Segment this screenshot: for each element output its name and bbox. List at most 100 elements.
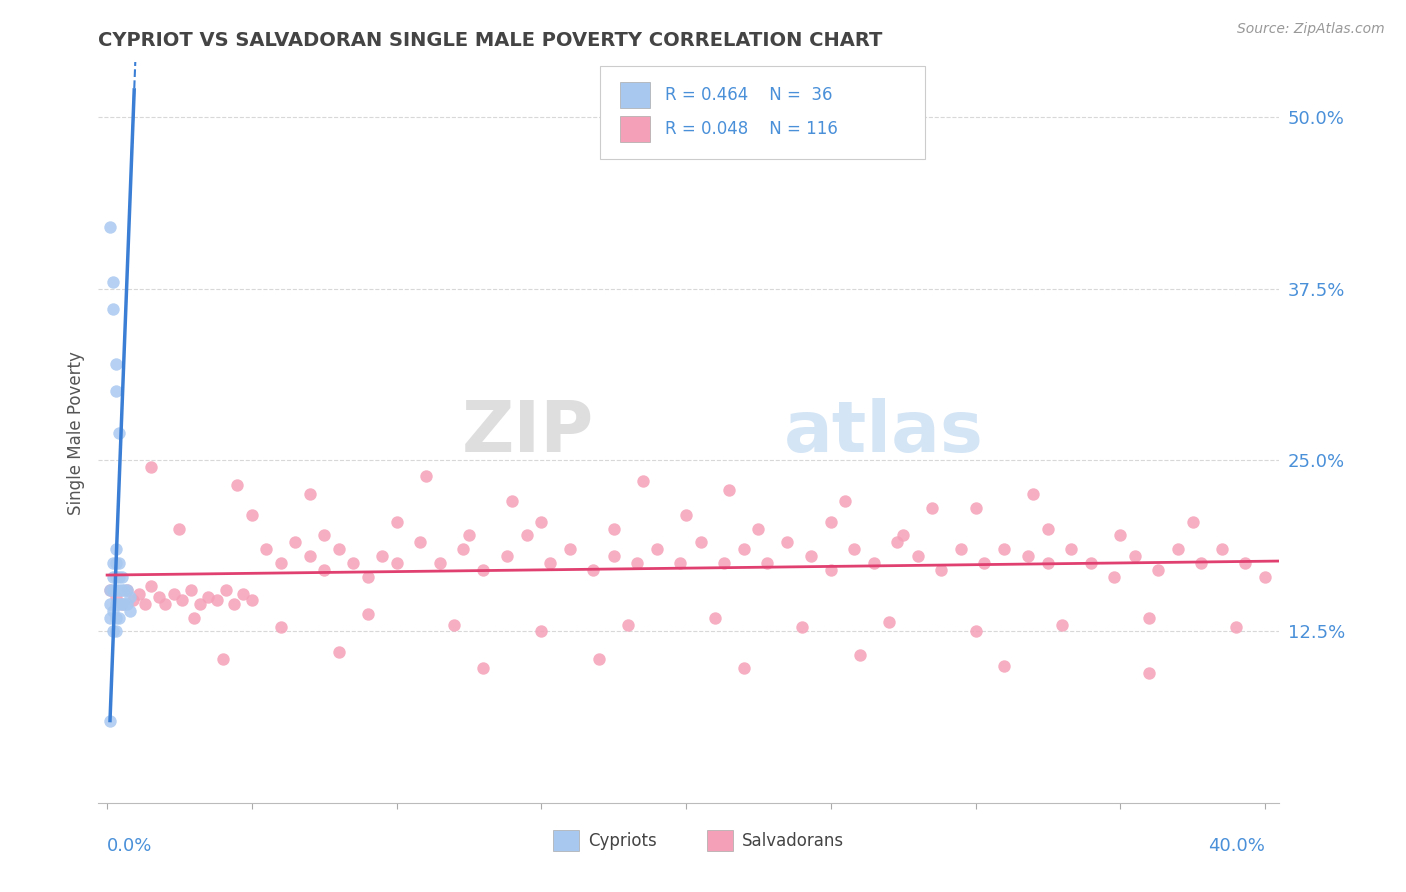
Point <box>848 648 870 662</box>
Point <box>224 597 246 611</box>
Point <box>626 556 648 570</box>
Text: ZIP: ZIP <box>463 398 595 467</box>
Point <box>101 569 124 583</box>
Text: 0.0%: 0.0% <box>107 837 152 855</box>
Point <box>101 275 124 289</box>
Point <box>495 549 517 563</box>
Point <box>631 474 654 488</box>
Point <box>588 652 610 666</box>
Point <box>342 556 364 570</box>
Point <box>385 556 408 570</box>
Point <box>183 610 205 624</box>
Point <box>863 556 886 570</box>
FancyBboxPatch shape <box>707 830 733 851</box>
Point <box>328 542 350 557</box>
Point <box>472 563 495 577</box>
Point <box>820 563 842 577</box>
Point <box>101 302 124 317</box>
Text: Cypriots: Cypriots <box>589 831 657 849</box>
Point <box>284 535 307 549</box>
Point <box>101 556 124 570</box>
Point <box>104 384 127 399</box>
Point <box>104 357 127 371</box>
Point <box>314 563 336 577</box>
Point <box>356 607 378 621</box>
Point <box>314 528 336 542</box>
Point <box>1036 522 1059 536</box>
Point <box>993 542 1015 557</box>
Point <box>371 549 394 563</box>
Point <box>114 597 136 611</box>
Point <box>128 587 150 601</box>
Point <box>1022 487 1045 501</box>
Point <box>530 624 553 639</box>
Point <box>921 501 943 516</box>
Point <box>98 597 121 611</box>
Point <box>110 583 132 598</box>
FancyBboxPatch shape <box>553 830 579 851</box>
Point <box>107 425 129 440</box>
Point <box>1017 549 1039 563</box>
Point <box>169 522 191 536</box>
Point <box>713 556 735 570</box>
Point <box>733 542 755 557</box>
Point <box>1254 569 1277 583</box>
Point <box>965 624 987 639</box>
Point <box>163 587 186 601</box>
Point <box>107 610 129 624</box>
Point <box>790 620 813 634</box>
Point <box>1137 610 1160 624</box>
Point <box>212 652 235 666</box>
Point <box>1104 569 1126 583</box>
Point <box>834 494 856 508</box>
Point <box>110 569 132 583</box>
FancyBboxPatch shape <box>620 82 650 108</box>
Point <box>114 583 136 598</box>
Point <box>385 515 408 529</box>
Point <box>1189 556 1212 570</box>
Point <box>254 542 277 557</box>
Point <box>110 597 132 611</box>
Point <box>429 556 451 570</box>
Text: Source: ZipAtlas.com: Source: ZipAtlas.com <box>1237 22 1385 37</box>
Point <box>104 597 127 611</box>
Point <box>101 604 124 618</box>
Point <box>172 593 194 607</box>
Point <box>120 590 142 604</box>
Point <box>104 583 127 598</box>
Point <box>104 610 127 624</box>
Point <box>104 569 127 583</box>
Point <box>1181 515 1204 529</box>
Text: Salvadorans: Salvadorans <box>742 831 844 849</box>
Point <box>240 593 263 607</box>
Point <box>298 549 321 563</box>
Point <box>107 583 129 598</box>
Point <box>1080 556 1102 570</box>
Point <box>747 522 769 536</box>
FancyBboxPatch shape <box>620 116 650 142</box>
Point <box>205 593 228 607</box>
Point <box>232 587 254 601</box>
Point <box>472 661 495 675</box>
Point <box>1060 542 1083 557</box>
Point <box>602 522 624 536</box>
Point <box>1123 549 1146 563</box>
Point <box>1052 617 1074 632</box>
Text: CYPRIOT VS SALVADORAN SINGLE MALE POVERTY CORRELATION CHART: CYPRIOT VS SALVADORAN SINGLE MALE POVERT… <box>98 30 883 50</box>
Text: 40.0%: 40.0% <box>1208 837 1265 855</box>
Point <box>516 528 538 542</box>
Point <box>756 556 779 570</box>
Point <box>180 583 202 598</box>
Point <box>1137 665 1160 680</box>
Point <box>993 658 1015 673</box>
Point <box>153 597 176 611</box>
Point <box>139 459 162 474</box>
Point <box>669 556 692 570</box>
Point <box>582 563 605 577</box>
Point <box>134 597 156 611</box>
Point <box>501 494 523 508</box>
Point <box>965 501 987 516</box>
Point <box>101 624 124 639</box>
Point <box>776 535 799 549</box>
Point <box>704 610 727 624</box>
